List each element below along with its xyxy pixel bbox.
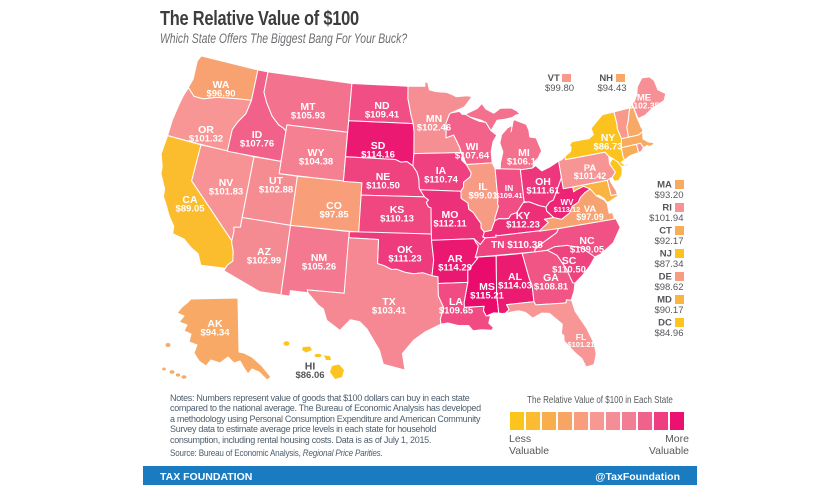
svg-text:$101.42: $101.42 — [574, 171, 607, 181]
svg-text:KY: KY — [516, 210, 531, 222]
svg-text:$115.21: $115.21 — [470, 291, 505, 302]
svg-text:AK: AK — [207, 318, 223, 330]
svg-text:$99.01: $99.01 — [468, 191, 498, 202]
svg-text:$86.73: $86.73 — [593, 142, 622, 153]
svg-text:SD: SD — [371, 140, 386, 152]
svg-text:OK: OK — [397, 244, 413, 256]
svg-text:$102.88: $102.88 — [259, 185, 293, 196]
svg-text:$102.35: $102.35 — [629, 101, 660, 111]
svg-text:FL: FL — [576, 332, 586, 342]
svg-text:$103.41: $103.41 — [372, 306, 407, 317]
svg-text:$105.26: $105.26 — [302, 262, 336, 273]
svg-text:ID: ID — [252, 129, 263, 141]
svg-text:$101.21: $101.21 — [567, 340, 594, 349]
svg-text:TN $110.38: TN $110.38 — [491, 240, 543, 251]
svg-text:WV: WV — [561, 198, 575, 207]
svg-text:$97.85: $97.85 — [319, 210, 349, 221]
svg-text:$110.74: $110.74 — [424, 175, 459, 186]
svg-text:$107.76: $107.76 — [240, 139, 274, 150]
svg-text:$109.41: $109.41 — [495, 191, 522, 200]
svg-text:NV: NV — [219, 177, 234, 189]
svg-text:IA: IA — [436, 165, 447, 177]
svg-text:AL: AL — [508, 271, 523, 283]
svg-text:IL: IL — [478, 181, 488, 193]
svg-text:OR: OR — [198, 124, 214, 136]
svg-text:HI: HI — [305, 361, 316, 373]
svg-text:MI: MI — [518, 147, 530, 159]
svg-text:PA: PA — [584, 163, 597, 174]
svg-text:UT: UT — [269, 175, 284, 187]
svg-text:KS: KS — [390, 204, 405, 216]
svg-text:MT: MT — [300, 101, 316, 113]
svg-text:$101.83: $101.83 — [209, 187, 243, 198]
svg-text:WY: WY — [308, 147, 325, 159]
svg-text:ND: ND — [374, 100, 390, 112]
svg-text:$86.06: $86.06 — [295, 370, 324, 381]
svg-text:CO: CO — [326, 200, 342, 212]
svg-text:$111.61: $111.61 — [526, 186, 560, 197]
svg-text:$110.13: $110.13 — [380, 214, 414, 225]
svg-text:$94.34: $94.34 — [200, 328, 230, 339]
svg-text:$96.90: $96.90 — [206, 89, 235, 100]
svg-text:$112.23: $112.23 — [506, 220, 540, 231]
svg-text:TX: TX — [382, 296, 395, 308]
svg-text:$114.16: $114.16 — [361, 150, 395, 161]
svg-text:$105.93: $105.93 — [291, 111, 325, 122]
svg-text:$97.09: $97.09 — [576, 212, 604, 222]
svg-text:NM: NM — [311, 252, 328, 264]
svg-text:$114.29: $114.29 — [438, 263, 472, 274]
svg-text:VA: VA — [584, 204, 597, 215]
svg-text:WI: WI — [466, 141, 479, 153]
svg-text:NY: NY — [601, 132, 616, 144]
svg-text:NE: NE — [376, 171, 391, 183]
svg-text:GA: GA — [543, 272, 559, 284]
svg-text:NC: NC — [579, 235, 595, 247]
svg-text:CA: CA — [182, 194, 198, 206]
svg-text:$102.46: $102.46 — [417, 123, 451, 134]
svg-text:SC: SC — [562, 255, 577, 267]
svg-text:$102.99: $102.99 — [247, 256, 281, 267]
svg-text:$110.50: $110.50 — [366, 181, 400, 192]
svg-text:$101.32: $101.32 — [189, 134, 223, 145]
svg-text:$114.03: $114.03 — [498, 281, 532, 292]
svg-text:LA: LA — [449, 296, 463, 308]
svg-text:$89.05: $89.05 — [175, 204, 205, 215]
svg-text:$107.64: $107.64 — [455, 151, 490, 162]
svg-text:$109.65: $109.65 — [439, 306, 474, 317]
svg-text:$106.16: $106.16 — [507, 157, 541, 168]
svg-text:AR: AR — [447, 253, 463, 265]
svg-text:MO: MO — [442, 209, 459, 221]
svg-text:MN: MN — [426, 113, 442, 125]
svg-text:WA: WA — [213, 79, 230, 91]
svg-text:ME: ME — [637, 93, 651, 104]
svg-text:AZ: AZ — [257, 246, 272, 258]
svg-text:$109.41: $109.41 — [365, 110, 400, 121]
svg-text:$104.38: $104.38 — [299, 157, 333, 168]
svg-text:$109.05: $109.05 — [570, 245, 605, 256]
svg-text:IN: IN — [505, 183, 514, 193]
svg-text:MS: MS — [479, 281, 495, 293]
svg-text:OH: OH — [535, 176, 551, 188]
svg-text:$113.12: $113.12 — [554, 205, 581, 214]
svg-text:$112.11: $112.11 — [433, 219, 467, 230]
svg-text:$110.50: $110.50 — [552, 265, 586, 276]
svg-text:$108.81: $108.81 — [534, 282, 569, 293]
svg-text:$111.23: $111.23 — [388, 254, 421, 265]
